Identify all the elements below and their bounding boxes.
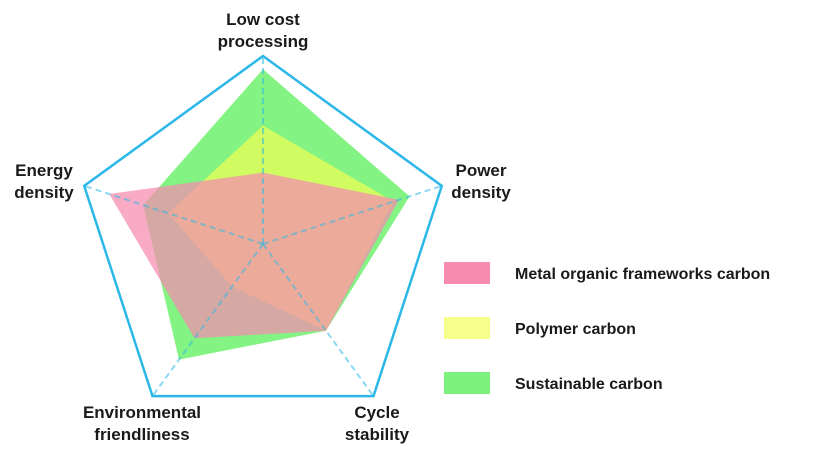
legend: Metal organic frameworks carbon Polymer c… — [444, 262, 770, 394]
series-layer — [109, 69, 410, 360]
axis-line-env — [151, 243, 264, 397]
frame-layer — [82, 54, 444, 398]
axis-label-env: Environmental friendliness — [83, 403, 201, 444]
axis-label-line: friendliness — [94, 425, 189, 444]
axis-label-line: Cycle — [354, 403, 399, 422]
legend-label-sustainable-carbon: Sustainable carbon — [515, 376, 663, 393]
axis-label-line: Power — [455, 161, 506, 180]
legend-swatch-sustainable-carbon — [444, 372, 490, 394]
axis-line-cycle — [262, 243, 375, 397]
axis-label-cost: Low cost processing — [218, 10, 309, 51]
legend-swatch-polymer-carbon — [444, 317, 490, 339]
axis-label-line: processing — [218, 32, 309, 51]
legend-label-polymer-carbon: Polymer carbon — [515, 321, 636, 338]
axis-label-line: Energy — [15, 161, 73, 180]
legend-swatch-metal-organic-frameworks-carbon — [444, 262, 490, 284]
axis-labels: Low cost processing Power density Cycle stabi… — [14, 10, 511, 444]
axis-label-line: density — [14, 183, 74, 202]
axis-label-power: Power density — [451, 161, 511, 202]
axis-label-cycle: Cycle stability — [345, 403, 410, 444]
axis-label-line: stability — [345, 425, 410, 444]
axis-label-line: density — [451, 183, 511, 202]
axis-label-line: Environmental — [83, 403, 201, 422]
axis-label-energy: Energy density — [14, 161, 74, 202]
radar-frame — [82, 54, 444, 398]
axis-label-line: Low cost — [226, 10, 300, 29]
axis-line-energy — [83, 184, 264, 245]
legend-label-metal-organic-frameworks-carbon: Metal organic frameworks carbon — [515, 266, 770, 283]
axis-line-power — [262, 184, 443, 245]
